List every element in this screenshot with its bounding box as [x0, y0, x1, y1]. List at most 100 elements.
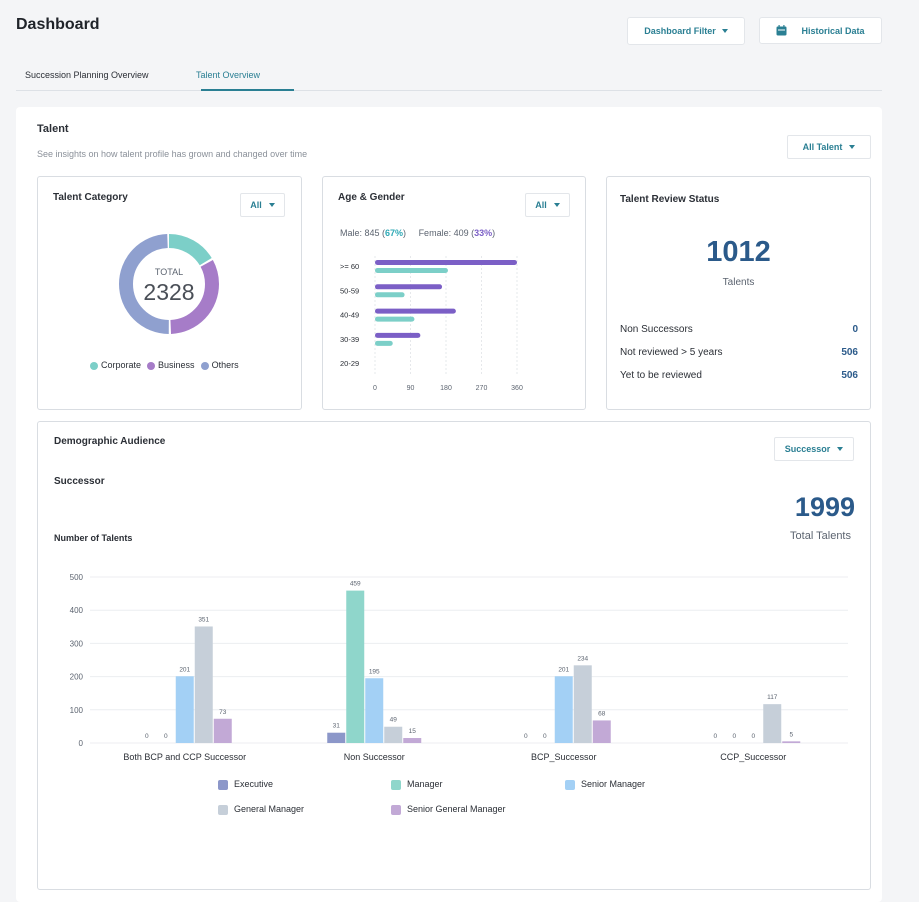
- dashboard-filter-button[interactable]: Dashboard Filter: [627, 17, 745, 45]
- caret-down-icon: [721, 29, 728, 33]
- bar-male-1: [375, 284, 443, 290]
- y-tick-label: 500: [70, 573, 84, 582]
- bar-value-label: 351: [198, 616, 209, 623]
- legend-item-manager: Manager: [391, 779, 443, 790]
- review-status-total-label: Talents: [722, 277, 755, 288]
- bar-general-manager-2: [573, 665, 592, 743]
- legend-item-others: Others: [200, 360, 239, 370]
- bar-senior-general-manager-3: [782, 741, 801, 743]
- y-tick-label: 400: [70, 606, 84, 615]
- bar-general-manager-0: [194, 626, 213, 743]
- demographic-title: Demographic Audience: [54, 436, 166, 447]
- successor-total: 1999: [794, 492, 855, 522]
- y-tick-label: 200: [70, 673, 84, 682]
- active-tab-indicator: [201, 89, 294, 91]
- x-category-label: Non Successor: [344, 752, 405, 762]
- bar-value-label: 0: [145, 733, 149, 740]
- donut-slice-corporate: [119, 234, 219, 334]
- x-tick-label: 360: [511, 385, 523, 392]
- bar-value-label: 459: [350, 581, 361, 588]
- bar-value-label: 195: [369, 668, 380, 675]
- bar-value-label: 117: [767, 694, 778, 701]
- talent-section-title: Talent: [37, 123, 69, 135]
- y-axis-title: Number of Talents: [54, 533, 133, 543]
- male-percentage: 67%: [385, 228, 404, 238]
- bar-value-label: 0: [524, 733, 528, 740]
- talent-section-subtitle: See insights on how talent profile has g…: [37, 149, 308, 159]
- male-close-paren: ): [403, 228, 407, 238]
- donut-slice-others: [119, 234, 219, 334]
- caret-down-icon: [553, 203, 560, 207]
- y-tick-label: 0: [79, 739, 84, 748]
- y-tick-label: 300: [70, 639, 84, 648]
- female-percentage: 33%: [474, 228, 493, 238]
- tab-succession-planning-overview[interactable]: Succession Planning Overview: [25, 70, 149, 80]
- age-gender-filter-dropdown[interactable]: All: [525, 193, 570, 217]
- donut-slice-business: [119, 234, 219, 334]
- page-title: Dashboard: [16, 16, 100, 33]
- bar-senior-general-manager-1: [403, 738, 422, 743]
- bar-value-label: 0: [751, 733, 755, 740]
- caret-down-icon: [849, 145, 856, 149]
- age-gender-chart: >= 60 50-59 40-49 30-39 20-29 0 90 180 270 360: [340, 256, 523, 392]
- legend-swatch: [391, 804, 401, 815]
- bar-value-label: 0: [713, 733, 717, 740]
- bar-value-label: 0: [164, 733, 168, 740]
- legend-swatch: [200, 361, 209, 370]
- bar-value-label: 49: [390, 717, 398, 724]
- successor-dropdown[interactable]: Successor: [774, 437, 854, 461]
- y-tick-label: 100: [70, 706, 84, 715]
- donut-total-value: 2328: [143, 279, 194, 305]
- bar-general-manager-1: [384, 726, 403, 743]
- caret-down-icon: [837, 447, 844, 451]
- calendar-icon: [776, 25, 787, 36]
- bar-value-label: 0: [732, 733, 736, 740]
- y-tick-label: 20-29: [340, 359, 359, 368]
- y-tick-label: 30-39: [340, 335, 359, 344]
- bar-general-manager-3: [763, 704, 782, 743]
- review-row-value: 506: [841, 347, 858, 358]
- demographic-card: [37, 421, 871, 890]
- x-category-label: Both BCP and CCP Successor: [123, 752, 246, 762]
- historical-data-button[interactable]: Historical Data: [759, 17, 882, 44]
- bar-senior-manager-2: [554, 676, 573, 743]
- bar-value-label: 31: [333, 723, 341, 730]
- legend-item-corporate: Corporate: [90, 360, 141, 370]
- review-status-total: 1012: [706, 236, 771, 268]
- tab-talent-overview[interactable]: Talent Overview: [196, 70, 261, 80]
- talent-category-filter-dropdown[interactable]: All: [240, 193, 285, 217]
- legend-swatch: [565, 779, 575, 790]
- review-row-value: 506: [841, 370, 858, 381]
- bar-male-3: [375, 332, 421, 338]
- bar-female-1: [375, 292, 405, 298]
- bar-manager-1: [346, 590, 365, 743]
- bar-male-0: [375, 260, 517, 265]
- talent-category-filter-label: All: [250, 200, 262, 210]
- bar-value-label: 234: [577, 655, 588, 662]
- x-tick-label: 270: [476, 385, 488, 392]
- talent-category-legend: Corporate Business Others: [90, 360, 239, 370]
- review-status-title: Talent Review Status: [620, 194, 720, 205]
- male-summary-label: Male: 845 (: [340, 228, 386, 238]
- bar-value-label: 5: [789, 731, 793, 738]
- age-gender-title: Age & Gender: [338, 192, 405, 203]
- legend-item-senior-general-manager: Senior General Manager: [391, 804, 506, 815]
- caret-down-icon: [268, 203, 275, 207]
- legend-item-general-manager: General Manager: [218, 804, 304, 815]
- legend-item-executive: Executive: [218, 779, 273, 790]
- review-status-card: [606, 176, 871, 410]
- all-talent-dropdown[interactable]: All Talent: [787, 135, 871, 159]
- bar-value-label: 0: [543, 733, 547, 740]
- successor-total-label: Total Talents: [790, 530, 851, 542]
- x-tick-label: 90: [407, 385, 415, 392]
- review-row-label: Not reviewed > 5 years: [620, 347, 723, 358]
- bar-senior-manager-1: [365, 678, 384, 743]
- y-tick-label: 40-49: [340, 311, 359, 320]
- successor-section-title: Successor: [54, 476, 105, 487]
- bar-female-2: [375, 316, 415, 322]
- age-gender-filter-label: All: [535, 200, 547, 210]
- bar-executive-1: [327, 732, 346, 743]
- bar-value-label: 15: [409, 728, 417, 735]
- bar-female-3: [375, 340, 393, 346]
